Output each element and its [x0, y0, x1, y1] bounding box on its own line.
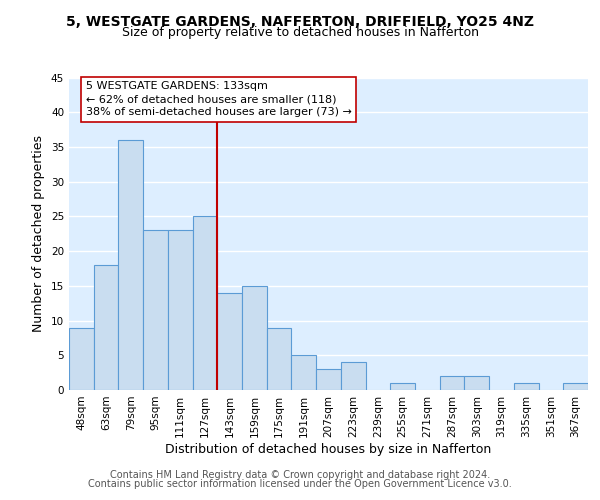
Text: Contains public sector information licensed under the Open Government Licence v3: Contains public sector information licen… [88, 479, 512, 489]
Y-axis label: Number of detached properties: Number of detached properties [32, 135, 46, 332]
Bar [143, 230, 168, 390]
Bar [242, 286, 267, 390]
Bar [390, 383, 415, 390]
Bar [118, 140, 143, 390]
Bar [292, 356, 316, 390]
Bar [514, 383, 539, 390]
Bar [193, 216, 217, 390]
Bar [563, 383, 588, 390]
Text: 5, WESTGATE GARDENS, NAFFERTON, DRIFFIELD, YO25 4NZ: 5, WESTGATE GARDENS, NAFFERTON, DRIFFIEL… [66, 15, 534, 29]
Text: Size of property relative to detached houses in Nafferton: Size of property relative to detached ho… [121, 26, 479, 39]
Text: Contains HM Land Registry data © Crown copyright and database right 2024.: Contains HM Land Registry data © Crown c… [110, 470, 490, 480]
Bar [341, 362, 365, 390]
Bar [440, 376, 464, 390]
X-axis label: Distribution of detached houses by size in Nafferton: Distribution of detached houses by size … [166, 442, 491, 456]
Text: 5 WESTGATE GARDENS: 133sqm
← 62% of detached houses are smaller (118)
38% of sem: 5 WESTGATE GARDENS: 133sqm ← 62% of deta… [86, 81, 352, 118]
Bar [168, 230, 193, 390]
Bar [267, 328, 292, 390]
Bar [464, 376, 489, 390]
Bar [316, 369, 341, 390]
Bar [94, 265, 118, 390]
Bar [217, 293, 242, 390]
Bar [69, 328, 94, 390]
